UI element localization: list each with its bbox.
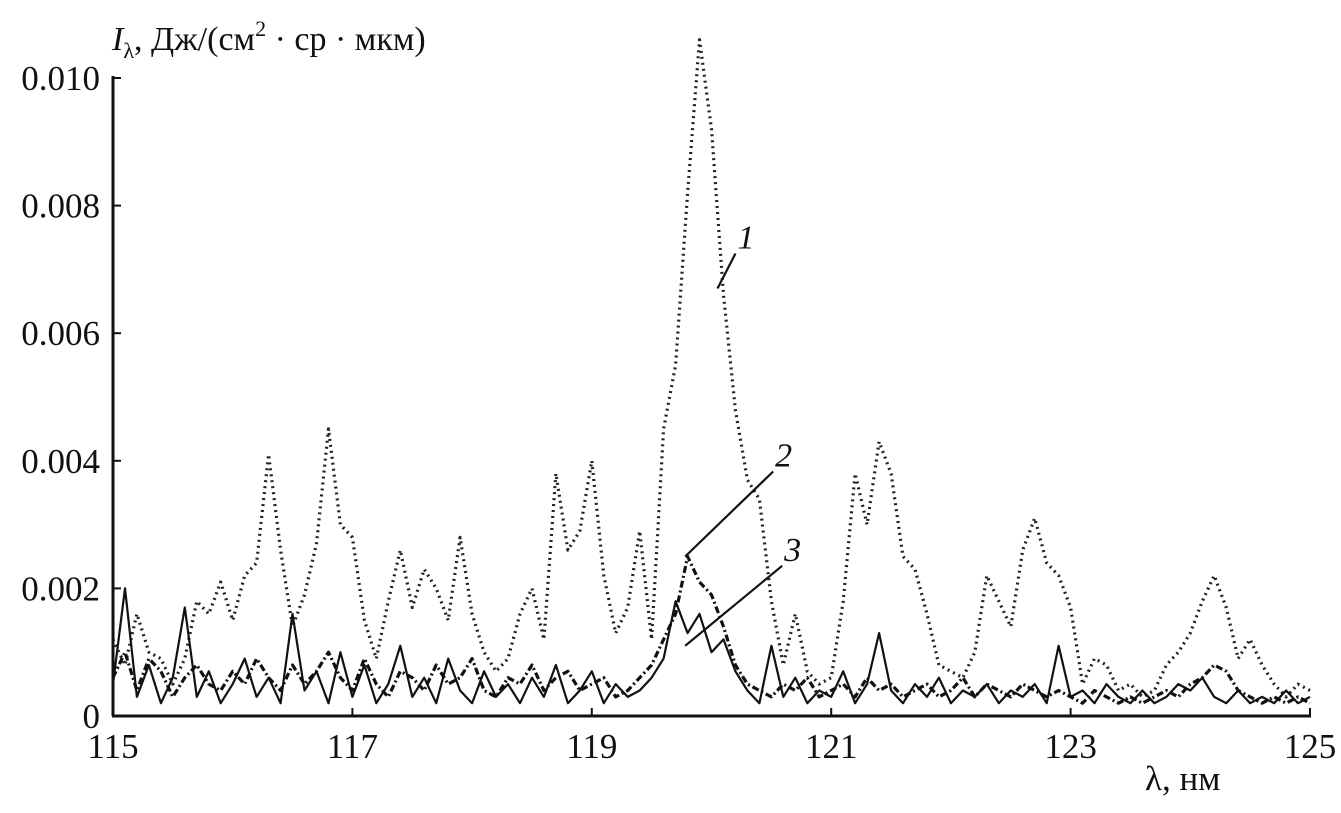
x-tick-label: 123 xyxy=(1044,727,1097,766)
y-tick-label: 0.008 xyxy=(21,187,100,226)
y-axis-title: Iλ, Дж/(см2 · ср · мкм) xyxy=(111,16,426,63)
y-tick-label: 0.004 xyxy=(21,442,100,481)
y-axis-title-tail: · ср · мкм) xyxy=(266,21,426,58)
y-axis-title-symbol: I xyxy=(111,21,125,58)
x-tick-label: 121 xyxy=(805,727,858,766)
series-1-line xyxy=(111,38,1311,699)
x-tick-label: 125 xyxy=(1284,727,1337,766)
x-tick-label: 119 xyxy=(566,727,617,766)
x-axis-title: λ, нм xyxy=(1145,759,1220,798)
y-tick-label: 0.010 xyxy=(21,59,100,98)
y-axis-title-sub: λ xyxy=(123,38,134,63)
series-label-2: 2 xyxy=(775,438,792,475)
y-tick-label: 0.002 xyxy=(21,569,100,608)
x-tick-label: 117 xyxy=(327,727,378,766)
ticks-layer: 115 117 119 121 1 2 3 125 0 0.002 0.004 0.006 0.008 0… xyxy=(21,59,1336,766)
series-layer xyxy=(111,38,1311,705)
series-label-1: 1 xyxy=(737,220,754,257)
y-tick-label: 0.006 xyxy=(21,314,100,353)
y-axis-title-sup: 2 xyxy=(255,16,266,41)
y-axis-title-units: , Дж/(см xyxy=(134,21,255,58)
series-3-line xyxy=(111,587,1311,705)
annotation-layer: 1 2 3 xyxy=(684,220,801,647)
annotation-leader-line xyxy=(684,564,783,647)
series-2-line xyxy=(111,554,1311,705)
series-label-3: 3 xyxy=(783,532,801,569)
annotation-leader-line xyxy=(716,253,737,290)
annotation-leader-line xyxy=(684,470,774,558)
y-tick-label: 0 xyxy=(83,697,101,736)
x-tick-label: 115 xyxy=(87,727,138,766)
